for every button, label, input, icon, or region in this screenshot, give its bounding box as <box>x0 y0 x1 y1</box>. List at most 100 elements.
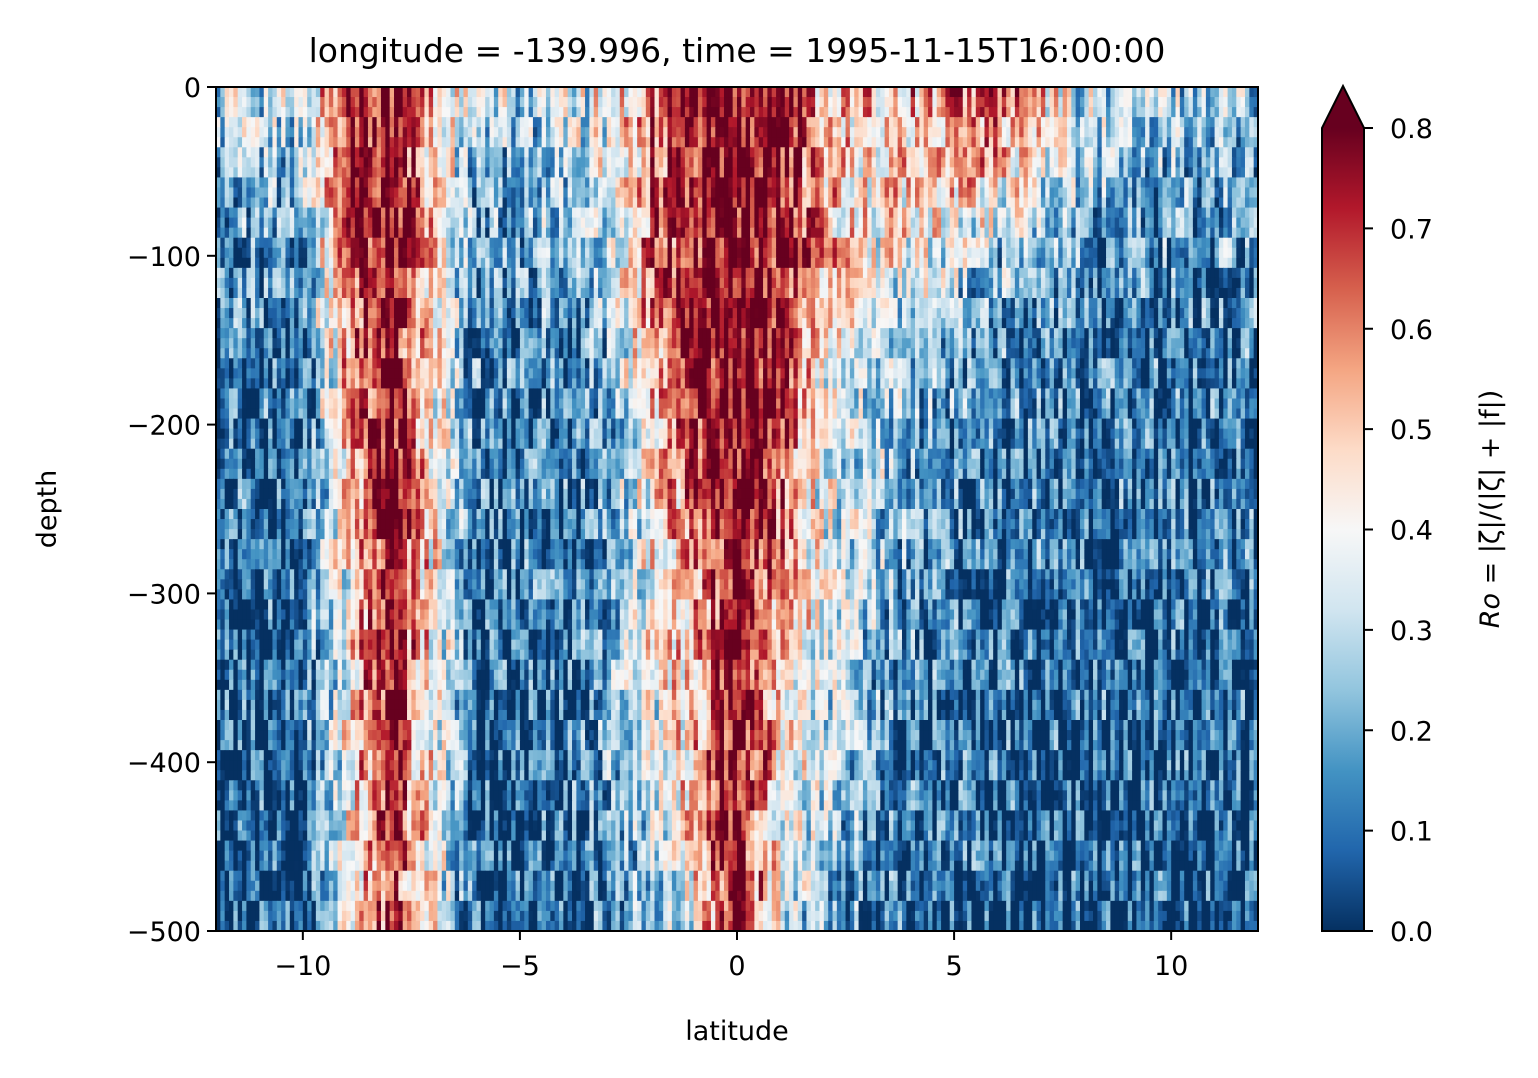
heatmap-cell <box>328 257 334 269</box>
heatmap-cell <box>480 137 486 148</box>
heatmap-cell <box>567 237 573 249</box>
heatmap-cell <box>1223 187 1229 199</box>
heatmap-cell <box>572 107 577 118</box>
heatmap-cell <box>710 197 716 209</box>
heatmap-cell <box>958 87 964 98</box>
heatmap-cell <box>428 267 434 279</box>
heatmap-cell <box>294 197 300 209</box>
heatmap-cell <box>454 267 460 279</box>
heatmap-cell <box>954 237 960 249</box>
heatmap-cell <box>841 287 847 299</box>
heatmap-cell <box>910 277 916 289</box>
heatmap-cell <box>285 197 291 209</box>
heatmap-cell <box>971 167 977 179</box>
heatmap-cell <box>537 147 543 158</box>
heatmap-cell <box>333 117 339 128</box>
heatmap-cell <box>1231 87 1237 98</box>
heatmap-cell <box>472 127 478 138</box>
heatmap-cell <box>1227 207 1233 219</box>
heatmap-cell <box>763 257 768 269</box>
heatmap-cell <box>372 247 378 259</box>
heatmap-cell <box>958 207 964 219</box>
heatmap-cell <box>289 197 295 209</box>
heatmap-cell <box>1023 197 1029 209</box>
heatmap-cell <box>307 207 313 219</box>
heatmap-cell <box>1062 207 1068 219</box>
heatmap-cell <box>615 97 621 108</box>
heatmap-cell <box>259 147 265 158</box>
heatmap-cell <box>376 207 382 219</box>
heatmap-cell <box>1093 137 1098 148</box>
heatmap-cell <box>593 187 599 199</box>
heatmap-cell <box>1023 237 1029 249</box>
heatmap-cell <box>532 197 538 209</box>
heatmap-cell <box>706 127 712 138</box>
heatmap-cell <box>1040 197 1046 209</box>
heatmap-cell <box>832 227 838 239</box>
heatmap-cell <box>498 167 504 179</box>
heatmap-cell <box>658 157 664 168</box>
heatmap-cell <box>1210 187 1216 199</box>
heatmap-cell <box>967 277 973 289</box>
heatmap-cell <box>745 227 751 239</box>
heatmap-cell <box>1062 147 1068 158</box>
heatmap-cell <box>233 257 239 269</box>
heatmap-cell <box>615 107 621 118</box>
heatmap-cell <box>923 97 929 108</box>
heatmap-cell <box>611 207 617 219</box>
heatmap-cell <box>832 137 838 148</box>
heatmap-cell <box>1231 237 1237 249</box>
heatmap-cell <box>624 287 630 299</box>
heatmap-cell <box>450 127 456 138</box>
heatmap-cell <box>1236 137 1242 148</box>
heatmap-cell <box>1001 177 1007 189</box>
heatmap-cell <box>367 147 373 158</box>
heatmap-cell <box>324 97 330 108</box>
heatmap-cell <box>910 147 916 158</box>
heatmap-cell <box>1049 157 1055 168</box>
heatmap-cell <box>515 287 521 299</box>
heatmap-cell <box>1053 197 1059 209</box>
heatmap-cell <box>376 247 382 259</box>
heatmap-cell <box>841 187 847 199</box>
heatmap-cell <box>767 137 773 148</box>
heatmap-cell <box>424 227 430 239</box>
heatmap-cell <box>784 127 790 138</box>
heatmap-cell <box>398 257 404 269</box>
heatmap-cell <box>268 217 274 229</box>
heatmap-cell <box>1210 177 1216 189</box>
heatmap-cell <box>259 97 265 108</box>
heatmap-cell <box>1166 137 1172 148</box>
heatmap-cell <box>767 197 773 209</box>
heatmap-cell <box>454 97 460 108</box>
heatmap-cell <box>1149 207 1155 219</box>
heatmap-cell <box>515 217 521 229</box>
heatmap-cell <box>437 257 443 269</box>
heatmap-cell <box>1192 257 1198 269</box>
heatmap-cell <box>1023 87 1029 98</box>
heatmap-cell <box>580 157 586 168</box>
heatmap-cell <box>1036 227 1042 239</box>
heatmap-cell <box>476 217 482 229</box>
heatmap-cell <box>528 207 534 219</box>
heatmap-cell <box>216 117 221 128</box>
heatmap-cell <box>1153 117 1159 128</box>
heatmap-cell <box>415 287 421 299</box>
heatmap-cell <box>380 267 386 279</box>
heatmap-cell <box>671 277 677 289</box>
heatmap-cell <box>763 117 768 128</box>
heatmap-cell <box>563 177 569 189</box>
heatmap-cell <box>654 167 660 179</box>
heatmap-cell <box>1201 187 1207 199</box>
heatmap-cell <box>1027 277 1033 289</box>
heatmap-cell <box>819 187 825 199</box>
heatmap-cell <box>797 107 803 118</box>
heatmap-cell <box>702 187 708 199</box>
heatmap-cell <box>949 167 955 179</box>
heatmap-cell <box>815 177 821 189</box>
heatmap-cell <box>1066 237 1072 249</box>
heatmap-cell <box>689 127 695 138</box>
heatmap-cell <box>975 247 981 259</box>
heatmap-cell <box>489 277 495 289</box>
heatmap-cell <box>463 237 469 249</box>
